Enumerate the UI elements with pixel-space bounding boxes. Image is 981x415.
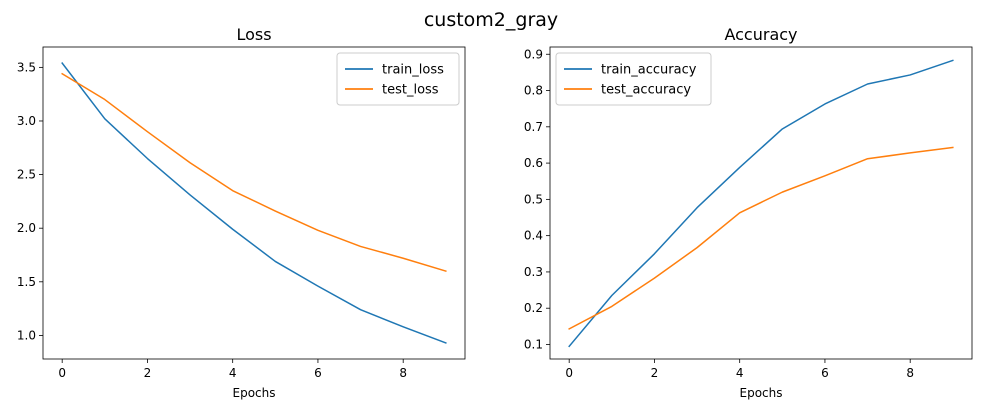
x-tick-label: 6 <box>821 366 829 380</box>
legend: train_loss test_loss <box>336 52 460 106</box>
y-tick-label: 1.0 <box>17 328 36 342</box>
y-tick-label: 0.7 <box>524 120 543 134</box>
legend-label: train_accuracy <box>601 63 697 78</box>
loss-chart: 0 2 4 6 8 1.0 1.5 2.0 2.5 3.0 3.5 Loss Epochs train_l… <box>17 25 466 400</box>
series-line-test_accuracy <box>568 146 954 330</box>
accuracy-chart: 0 2 4 6 8 0.1 0.2 0.3 0.4 0.5 0.6 0.7 0.8 0.9 Accuracy… <box>524 25 973 400</box>
axes-frame <box>549 46 973 360</box>
legend: train_accuracy test_accuracy <box>555 52 712 106</box>
figure-title: custom2_gray <box>424 9 558 31</box>
y-tick-label: 0.6 <box>524 156 543 170</box>
x-tick-label: 2 <box>144 366 152 380</box>
y-tick-label: 1.5 <box>17 275 36 289</box>
chart-title: Loss <box>236 25 271 44</box>
y-tick-label: 2.5 <box>17 168 36 182</box>
series-line-train_accuracy <box>568 59 954 348</box>
y-tick-label: 3.5 <box>17 60 36 74</box>
x-tick-label: 8 <box>399 366 407 380</box>
series-line-train_loss <box>61 62 447 344</box>
x-tick-label: 2 <box>651 366 659 380</box>
y-tick-label: 0.1 <box>524 337 543 351</box>
y-tick-label: 0.8 <box>524 84 543 98</box>
chart-title: Accuracy <box>724 25 797 44</box>
legend-box <box>336 52 460 106</box>
x-axis-label: Epochs <box>233 386 276 400</box>
x-tick-label: 0 <box>58 366 66 380</box>
y-tick-label: 0.3 <box>524 265 543 279</box>
y-tick-label: 3.0 <box>17 114 36 128</box>
y-tick-label: 2.0 <box>17 221 36 235</box>
x-tick-label: 8 <box>906 366 914 380</box>
x-tick-label: 0 <box>565 366 573 380</box>
y-tick-label: 0.9 <box>524 47 543 61</box>
legend-label: train_loss <box>382 63 444 78</box>
x-tick-label: 4 <box>229 366 237 380</box>
axes-frame <box>42 46 466 360</box>
y-tick-label: 0.4 <box>524 229 543 243</box>
legend-label: test_loss <box>382 83 439 98</box>
x-tick-label: 4 <box>736 366 744 380</box>
legend-label: test_accuracy <box>601 83 691 98</box>
x-axis-label: Epochs <box>740 386 783 400</box>
y-tick-label: 0.2 <box>524 301 543 315</box>
legend-box <box>555 52 712 106</box>
series-line-test_loss <box>61 72 447 273</box>
x-tick-label: 6 <box>314 366 322 380</box>
y-tick-label: 0.5 <box>524 192 543 206</box>
